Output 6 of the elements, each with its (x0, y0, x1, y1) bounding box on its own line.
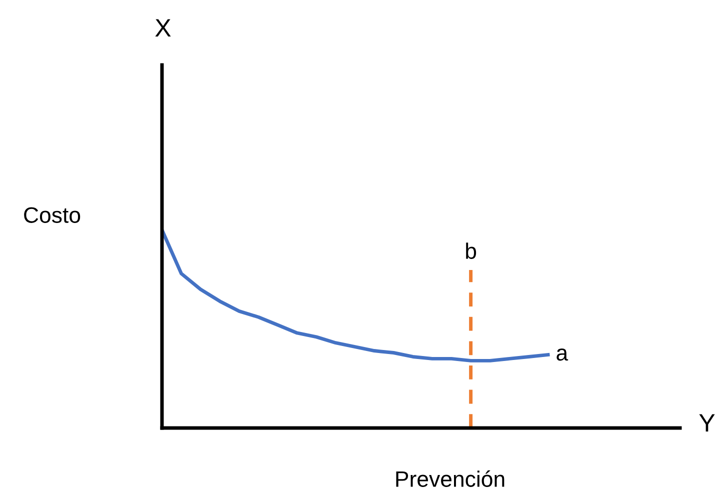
y-axis-title: Costo (24, 207, 80, 223)
text: Y (699, 414, 715, 432)
annotation: b (466, 242, 476, 259)
text: X (155, 19, 171, 36)
x-axis-title: Prevención (396, 470, 504, 487)
series-label: a (556, 348, 568, 361)
